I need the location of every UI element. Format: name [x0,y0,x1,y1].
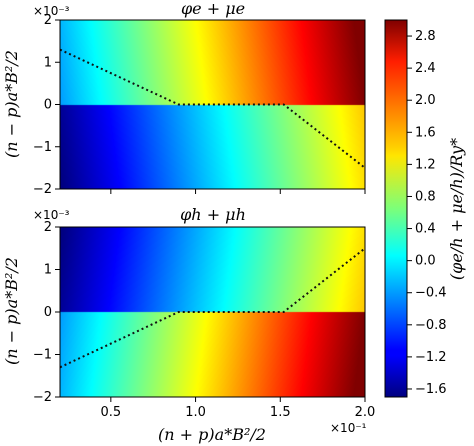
panel-electron-heatmap [60,20,365,189]
panel-hole-y-label: (n − p)a*B²/2 [2,257,21,365]
colorbar-tick-label: 2.8 [415,29,436,44]
colorbar-tick-label: −0.8 [415,318,447,333]
colorbar-tick-label: 2.4 [415,61,436,76]
colorbar-tick-label: 2.0 [415,93,436,108]
panel-electron: φe + μe ×10⁻³ −2 −1 0 1 2 (n − p)a*B²/2 [2,0,366,197]
panel-hole-y-multiplier: ×10⁻³ [33,208,70,222]
x-tick-label: 0.5 [100,405,121,420]
panel-hole-boundary-line [59,247,366,369]
x-tick-label: 1.0 [185,405,206,420]
colorbar-label: (φe/h + μe/h)/Ry* [447,138,466,280]
colorbar-tick-label: 0.4 [415,222,436,237]
colorbar-tick-label: 1.6 [415,125,436,140]
panel-hole-y-axis: −2 −1 0 1 2 [33,220,60,405]
colorbar-tick-label: 1.2 [415,157,436,172]
colorbar-tick-label: 0.0 [415,254,436,269]
panel-electron-y-multiplier: ×10⁻³ [33,4,70,18]
panel-electron-y-label: (n − p)a*B²/2 [2,50,21,158]
panel-electron-boundary-line [59,48,366,169]
x-tick-label: 2.0 [355,405,376,420]
colorbar-tick-label: −1.6 [415,382,447,397]
colorbar-tick-label: −0.4 [415,286,447,301]
colorbar-gradient [384,19,408,398]
panel-hole-title: φh + μh [180,205,246,224]
panel-hole-x-multiplier: ×10⁻¹ [330,421,367,435]
panel-electron-title: φe + μe [181,0,245,18]
panel-electron-y-axis: −2 −1 0 1 2 [33,13,60,197]
y-tick-label: 2 [44,13,52,28]
y-tick-label: −1 [33,140,52,155]
panel-hole-x-axis: 0.5 1.0 1.5 2.0 [100,397,375,420]
y-tick-label: −2 [33,390,52,405]
y-tick-label: 0 [44,305,52,320]
panel-hole-heatmap [60,227,365,397]
y-tick-label: −1 [33,348,52,363]
y-tick-label: 1 [44,263,52,278]
y-tick-label: −2 [33,182,52,197]
panel-hole-x-label: (n + p)a*B²/2 [158,425,266,444]
panel-hole: φh + μh ×10⁻³ −2 −1 0 1 2 0.5 1.0 1.5 2.0 (n − … [2,205,375,444]
y-tick-label: 1 [44,55,52,70]
colorbar-tick-label: 0.8 [415,189,436,204]
y-tick-label: 0 [44,98,52,113]
colorbar: 2.8 2.4 2.0 1.6 1.2 0.8 0.4 0.0 −0.4 −0.8 −1.2 −1.6… [384,19,466,398]
colorbar-axis: 2.8 2.4 2.0 1.6 1.2 0.8 0.4 0.0 −0.4 −0.8 −1.2 −1.6 [407,29,447,397]
y-tick-label: 2 [44,220,52,235]
x-tick-label: 1.5 [270,405,291,420]
colorbar-tick-label: −1.2 [415,350,447,365]
